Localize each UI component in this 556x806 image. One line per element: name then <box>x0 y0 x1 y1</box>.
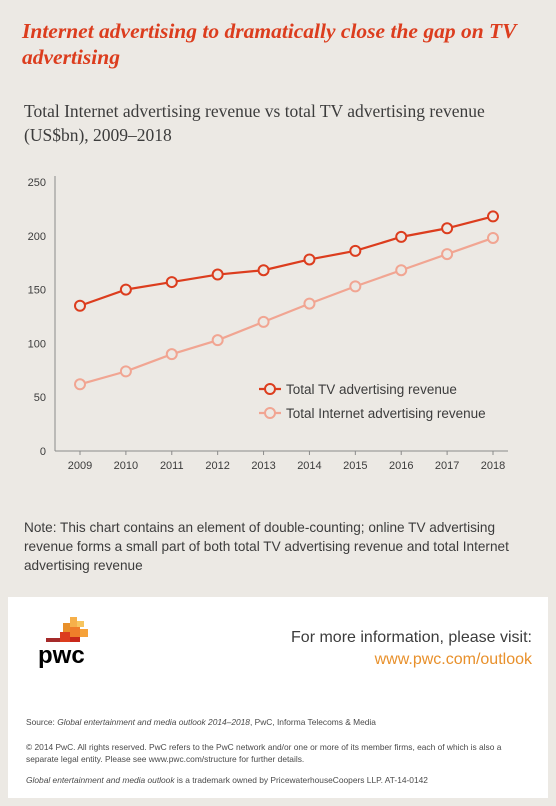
y-tick-label: 0 <box>40 446 46 458</box>
data-point-internet <box>74 378 86 391</box>
more-info-text: For more information, please visit: <box>291 629 532 646</box>
x-tick-label: 2009 <box>68 460 92 472</box>
y-axis: 0 50 100 150 200 250 <box>28 176 56 458</box>
y-tick-label: 50 <box>34 392 46 404</box>
data-point-internet <box>441 248 454 261</box>
data-point-tv <box>211 268 224 281</box>
x-tick-label: 2012 <box>205 460 229 472</box>
data-point-tv <box>119 283 132 296</box>
more-info: For more information, please visit: www.… <box>291 627 532 671</box>
copyright-text: © 2014 PwC. All rights reserved. PwC ref… <box>26 742 502 764</box>
data-point-internet <box>119 365 132 378</box>
trademark-line: Global entertainment and media outlook i… <box>26 775 428 785</box>
data-point-tv <box>487 210 499 223</box>
y-tick-label: 200 <box>28 231 46 243</box>
data-point-internet <box>487 231 499 244</box>
data-point-internet <box>211 334 224 347</box>
x-tick-label: 2013 <box>251 460 275 472</box>
legend-marker-tv <box>264 383 276 395</box>
x-tick-label: 2016 <box>389 460 413 472</box>
x-tick-label: 2017 <box>435 460 459 472</box>
legend: Total TV advertising revenue Total Intern… <box>259 382 486 421</box>
pwc-logo: pwc <box>38 617 88 669</box>
x-axis: 2009 2010 2011 2012 2013 2014 2015 2016 2017 2018 <box>55 450 508 472</box>
footer: pwc For more information, please visit: … <box>8 597 548 798</box>
data-point-tv <box>303 253 316 266</box>
legend-label-internet: Total Internet advertising revenue <box>286 406 486 421</box>
y-tick-label: 100 <box>28 338 46 350</box>
x-tick-label: 2018 <box>481 460 505 472</box>
data-point-internet <box>349 280 362 293</box>
chart-subtitle: Total Internet advertising revenue vs to… <box>24 101 485 145</box>
legend-label-tv: Total TV advertising revenue <box>286 382 457 397</box>
data-point-tv <box>441 222 454 235</box>
x-tick-label: 2015 <box>343 460 367 472</box>
x-tick-label: 2014 <box>297 460 321 472</box>
series-line-internet <box>79 236 494 386</box>
headline: Internet advertising to dramatically clo… <box>22 19 517 69</box>
data-point-tv <box>349 244 362 257</box>
data-point-tv <box>74 299 86 312</box>
series-group <box>74 210 499 391</box>
x-tick-label: 2010 <box>114 460 138 472</box>
data-point-internet <box>165 348 178 361</box>
series-line-tv <box>79 215 494 307</box>
svg-text:pwc: pwc <box>38 642 85 669</box>
x-tick-label: 2011 <box>160 460 184 472</box>
y-tick-label: 250 <box>28 177 46 189</box>
source-line: Source: Global entertainment and media o… <box>26 717 376 727</box>
data-point-internet <box>257 315 270 328</box>
data-point-tv <box>395 230 408 243</box>
data-point-tv <box>257 264 270 277</box>
data-point-internet <box>395 264 408 277</box>
line-chart: 0 50 100 150 200 250 2009 2010 2011 2012 2013 2014… <box>28 176 508 472</box>
chart-note: Note: This chart contains an element of … <box>24 520 509 573</box>
y-tick-label: 150 <box>28 285 46 297</box>
legend-marker-internet <box>264 407 276 419</box>
outlook-link[interactable]: www.pwc.com/outlook <box>374 651 532 668</box>
data-point-internet <box>303 297 316 310</box>
data-point-tv <box>165 276 178 289</box>
